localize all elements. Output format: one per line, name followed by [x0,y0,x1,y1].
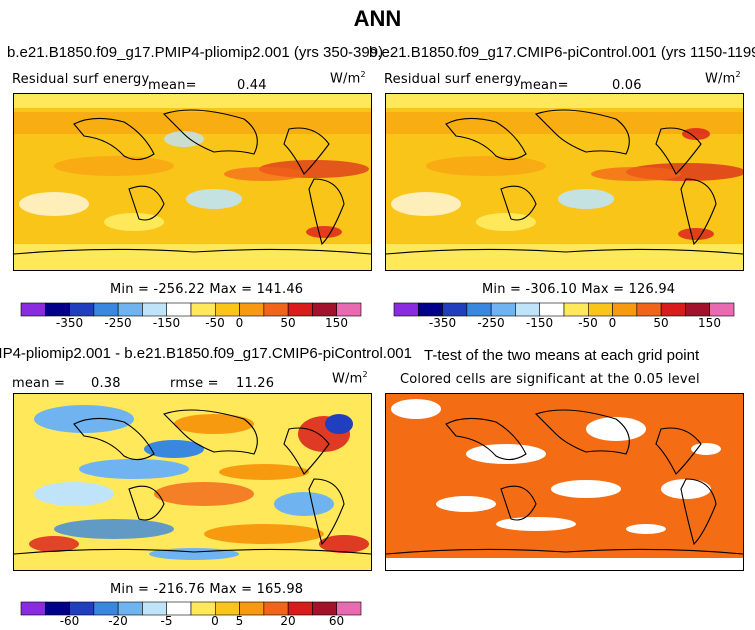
panel-1-variable: Residual surf energy [12,72,150,87]
panel-1-tick: 0 [235,316,244,330]
panel-1-tick: 50 [280,316,296,330]
colorbar-swatch [239,302,265,317]
colorbar-swatch [636,302,662,317]
colorbar-swatch [336,302,362,317]
panel-1-min-max: Min = -256.22 Max = 141.46 [110,282,304,297]
panel-3-colorbar [20,601,362,616]
panel-2-tick: -150 [525,316,554,330]
panel-3-map-svg [14,394,371,570]
panel-1-colorbar-svg [20,302,362,317]
panel-1-map-svg [14,94,371,270]
panel-1-units: W/m2 [330,70,366,87]
colorbar-swatch [69,302,95,317]
panel-2-tick: 0 [608,316,617,330]
panel-3-mean-label: mean = [12,376,66,391]
panel-3-tick: 20 [280,614,296,628]
panel-2-colorbar-svg [393,302,735,317]
colorbar-swatch [490,302,516,317]
panel-2-min-max: Min = -306.10 Max = 126.94 [482,282,676,297]
colorbar-swatch [117,302,143,317]
panel-2-tick: 50 [653,316,669,330]
colorbar-swatch [709,302,735,317]
panel-1-title: b.e21.B1850.f09_g17.PMIP4-pliomip2.001 (… [7,44,384,61]
panel-4-map [385,393,744,571]
colorbar-swatch [442,302,468,317]
colorbar-swatch [20,302,46,317]
colorbar-swatch [312,302,338,317]
panel-3-units: W/m2 [332,370,368,387]
colorbar-swatch [515,302,541,317]
panel-1-tick: -50 [205,316,225,330]
panel-1-map [13,93,372,271]
panel-3-min-max: Min = -216.76 Max = 165.98 [110,582,304,597]
colorbar-swatch [685,302,711,317]
panel-2-colorbar [393,302,735,317]
panel-2-tick: 150 [698,316,721,330]
colorbar-swatch [93,302,119,317]
panel-2-variable: Residual surf energy [384,72,522,87]
panel-3-mean-value: 0.38 [91,376,121,391]
colorbar-swatch [393,302,419,317]
colorbar-swatch [166,302,192,317]
panel-3-map [13,393,372,571]
panel-1-mean-value: 0.44 [237,78,267,93]
panel-1-mean-label: mean= [148,78,197,93]
panel-4-subtitle: Colored cells are significant at the 0.0… [400,372,700,387]
panel-2-units: W/m2 [705,70,741,87]
panel-3-colorbar-svg [20,601,362,616]
colorbar-swatch [263,302,289,317]
panel-4-map-svg [386,394,743,570]
panel-1-tick: -150 [152,316,181,330]
panel-3-tick: 60 [328,614,345,628]
colorbar-swatch [417,302,443,317]
panel-2-mean-label: mean= [520,78,569,93]
colorbar-swatch [44,302,70,317]
panel-2-tick: -50 [578,316,598,330]
panel-2-tick: -350 [428,316,457,330]
panel-3-rmse-value: 11.26 [236,376,275,391]
colorbar-swatch [466,302,492,317]
panel-2-tick: -250 [477,316,505,330]
colorbar-swatch [660,302,686,317]
panel-2-mean-value: 0.06 [612,78,642,93]
panel-2-map-svg [386,94,743,270]
panel-3-rmse-label: rmse = [170,376,219,391]
colorbar-swatch [190,302,216,317]
colorbar-swatch [539,302,565,317]
panel-3-tick: 5 [235,614,244,628]
colorbar-swatch [142,302,168,317]
panel-3-tick: 0 [211,614,219,628]
panel-2-map [385,93,744,271]
colorbar-swatch [563,302,589,317]
panel-3-title: b.e21.B1850.f09_g17.PMIP4-pliomip2.001 -… [0,345,412,362]
colorbar-swatch [587,302,613,317]
panel-3-tick: -20 [108,614,128,628]
panel-3-tick: -60 [59,614,80,628]
colorbar-swatch [612,302,638,317]
figure-title: ANN [353,6,402,31]
colorbar-swatch [287,302,313,317]
panel-3-colorbar-ticks: -60 -20 -5 0 5 20 60 [21,614,361,630]
panel-2-title: b.e21.B1850.f09_g17.CMIP6-piControl.001 … [369,44,755,61]
panel-1-colorbar [20,302,362,317]
panel-1-tick: 150 [325,316,348,330]
colorbar-swatch [336,601,362,616]
colorbar-swatch [214,302,240,317]
panel-3-tick: -5 [160,614,173,628]
panel-1-colorbar-ticks: -350 -250 -150 -50 0 50 150 [21,316,361,332]
panel-1-tick: -350 [55,316,84,330]
panel-4-title: T-test of the two means at each grid poi… [424,347,700,364]
panel-1-tick: -250 [104,316,132,330]
panel-2-colorbar-ticks: -350 -250 -150 -50 0 50 150 [394,316,734,332]
